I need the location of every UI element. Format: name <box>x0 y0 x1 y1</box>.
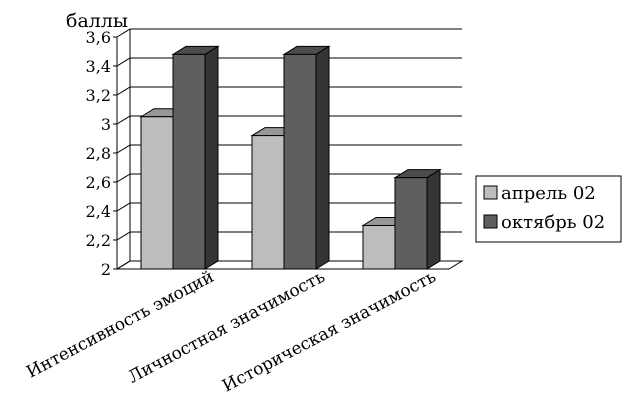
side-wall-line <box>116 144 131 154</box>
y-tick-label: 2,2 <box>86 231 111 250</box>
bar <box>282 45 331 270</box>
y-tick-label: 3,4 <box>86 57 111 76</box>
category-label: Интенсивность эмоций <box>23 267 217 383</box>
bar-front <box>140 116 174 270</box>
category-label: Историческая значимость <box>219 267 439 397</box>
bar-front <box>362 225 396 270</box>
legend-swatch <box>483 185 498 200</box>
bar <box>171 45 220 270</box>
bars <box>139 45 442 270</box>
side-wall-line <box>116 202 131 212</box>
y-tick-label: 2,4 <box>86 202 111 221</box>
chart-floor <box>115 260 464 270</box>
legend-label: октябрь 02 <box>501 212 605 233</box>
legend-label: апрель 02 <box>501 183 596 204</box>
side-wall-line <box>116 115 131 125</box>
legend-item: апрель 02 <box>483 183 596 204</box>
side-wall-line <box>116 28 131 38</box>
bar-front <box>172 53 206 270</box>
legend-box <box>475 175 622 243</box>
side-wall-line <box>116 57 131 67</box>
legend-swatch <box>483 214 498 229</box>
bar <box>393 168 442 270</box>
side-wall-line <box>116 86 131 96</box>
side-wall-line <box>116 231 131 241</box>
bar-front <box>251 135 285 270</box>
bar-side <box>204 45 219 270</box>
y-axis-label: баллы <box>66 10 128 32</box>
y-tick-label: 3,6 <box>86 28 111 47</box>
bar-front <box>283 53 317 270</box>
y-tick-labels: 2 2,2 2,4 2,6 2,8 3 3,2 3,4 3,6 <box>86 28 111 279</box>
bar-front <box>394 177 428 270</box>
bar-side <box>426 168 441 270</box>
legend: апрель 02 октябрь 02 <box>475 175 622 243</box>
y-tick-label: 3,2 <box>86 86 111 105</box>
floor-plane <box>115 260 464 270</box>
y-tick-label: 2,6 <box>86 173 111 192</box>
y-tick-label: 3 <box>101 115 111 134</box>
category-label: Личностная значимость <box>125 267 328 388</box>
y-tick-label: 2,8 <box>86 144 111 163</box>
y-tick-label: 2 <box>101 260 111 279</box>
bar-side <box>315 45 330 270</box>
legend-item: октябрь 02 <box>483 212 605 233</box>
side-wall-line <box>116 173 131 183</box>
axes <box>113 29 131 270</box>
